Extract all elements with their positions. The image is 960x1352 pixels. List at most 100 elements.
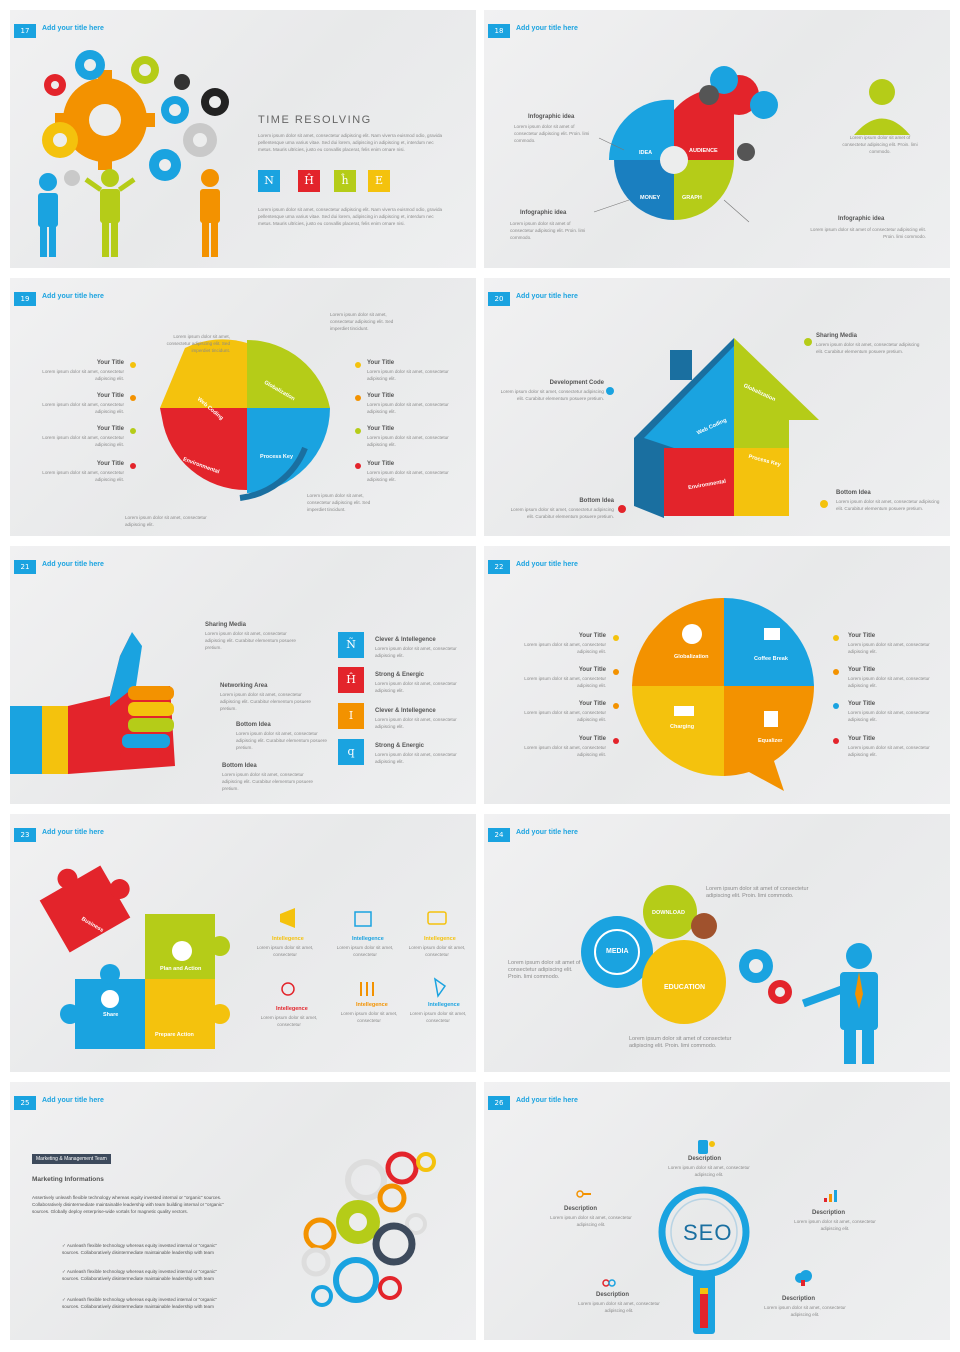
label: Sharing Media xyxy=(205,622,247,628)
text-block: Lorem ipsum dolor sit amet of consectetu… xyxy=(706,886,809,899)
slide-20[interactable]: 20 Add your title here Globalization Web… xyxy=(484,278,950,536)
phone-icon xyxy=(698,1140,715,1154)
your-title: Your Title xyxy=(96,426,124,432)
slide-title: Add your title here xyxy=(42,293,104,300)
section-heading: Marketing Informations xyxy=(32,1176,104,1183)
tag-badge: Marketing & Management Team xyxy=(32,1154,111,1164)
slide-number: 21 xyxy=(14,560,36,574)
infographic-desc: Lorem ipsum dolor sit amet of consectetu… xyxy=(842,135,918,154)
shop-icon xyxy=(354,911,372,927)
icon-desc: Lorem ipsum dolor sit amet, consectetur xyxy=(336,945,394,957)
gear-label: DOWNLOAD xyxy=(652,910,685,916)
note: Lorem ipsum dolor sit amet, consectetur … xyxy=(330,312,394,331)
note: Lorem ipsum dolor sit amet, consectetur … xyxy=(307,493,371,512)
gears-illustration xyxy=(301,1151,436,1307)
check-icon: ✓ xyxy=(62,1297,67,1302)
slide-title: Add your title here xyxy=(516,293,578,300)
puzzle-pieces-illustration xyxy=(39,865,447,1049)
slide-17[interactable]: 17 Add your title here TIME RESOLVING Lo… xyxy=(10,10,476,268)
gear-label: AUDIENCE xyxy=(689,148,718,154)
your-title: Your Title xyxy=(367,393,395,399)
slide-25[interactable]: 25 Add your title here Marketing & Manag… xyxy=(10,1082,476,1340)
desc: Lorem ipsum dolor sit amet, consectetur … xyxy=(42,435,124,447)
slide-title: Add your title here xyxy=(42,829,104,836)
infographic-desc: Lorem ipsum dolor sit amet of consectetu… xyxy=(810,227,926,239)
your-title: Your Title xyxy=(96,360,124,366)
slide-title: Add your title here xyxy=(516,829,578,836)
label: Strong & Energic xyxy=(375,672,425,678)
gear-label: IDEA xyxy=(639,150,653,156)
your-title: Your Title xyxy=(578,701,606,707)
desc: Lorem ipsum dolor sit amet, consectetur … xyxy=(367,435,449,447)
note: Lorem ipsum dolor sit amet, consectetur … xyxy=(166,334,230,353)
paragraph: Lorem ipsum dolor sit amet, consectetur … xyxy=(258,133,443,152)
puzzle-label: Charging xyxy=(670,724,695,730)
person-icon xyxy=(854,79,910,135)
puzzle-circle xyxy=(130,339,361,501)
desc: Lorem ipsum dolor sit amet, consectetur … xyxy=(220,692,311,711)
your-title: Your Title xyxy=(96,393,124,399)
paragraph: Lorem ipsum dolor sit amet, consectetur … xyxy=(258,207,443,226)
slide-19[interactable]: 19 Add your title here Globalization Web… xyxy=(10,278,476,536)
puzzle-label: Coffee Break xyxy=(754,656,788,662)
gear-icon xyxy=(55,70,155,170)
slide-heading: TIME RESOLVING xyxy=(258,114,372,126)
desc-label: Description xyxy=(564,1206,598,1212)
equalizer-icon xyxy=(360,982,374,996)
bullet-item: ✓ Aunleash flexible technology whereas e… xyxy=(62,1243,217,1255)
your-title: Your Title xyxy=(96,461,124,467)
slide-22[interactable]: 22 Add your title here Globalization Cof… xyxy=(484,546,950,804)
icon-desc: Lorem ipsum dolor sit amet, consectetur xyxy=(256,945,314,957)
label: Sharing Media xyxy=(816,333,858,339)
desc-label: Description xyxy=(688,1156,722,1162)
slide-number: 26 xyxy=(488,1096,510,1110)
slide-number: 19 xyxy=(14,292,36,306)
slide-24[interactable]: 24 Add your title here DOWNLOAD MEDIA ED… xyxy=(484,814,950,1072)
desc: Lorem ipsum dolor sit amet, consectetur … xyxy=(816,342,920,354)
square-1: Ñ xyxy=(338,632,364,658)
desc: Lorem ipsum dolor sit amet, consectetur … xyxy=(367,369,449,381)
person-icon xyxy=(801,943,878,1064)
cloud-icon xyxy=(795,1270,812,1286)
infographic-label: Infographic idea xyxy=(528,114,575,120)
icon-label: Intellegence xyxy=(428,1002,460,1008)
icon-label: Intellegence xyxy=(276,1006,308,1012)
desc: Lorem ipsum dolor sit amet, consectetur … xyxy=(524,642,606,654)
slide-26[interactable]: 26 Add your title here SEO Description L… xyxy=(484,1082,950,1340)
desc: Lorem ipsum dolor sit amet, consectetur … xyxy=(836,499,940,511)
slide-21[interactable]: 21 Add your title here Sharing Media Lor… xyxy=(10,546,476,804)
label: Bottom Idea xyxy=(222,763,257,769)
slide-number: 20 xyxy=(488,292,510,306)
slide-number: 24 xyxy=(488,828,510,842)
your-title: Your Title xyxy=(578,667,606,673)
gear-label: MEDIA xyxy=(606,948,629,955)
paragraph: Assertively unleash flexible technology … xyxy=(32,1195,224,1214)
icon-label: Intellegence xyxy=(272,936,304,942)
desc: Lorem ipsum dolor sit amet, consectetur … xyxy=(375,681,457,693)
desc: Lorem ipsum dolor sit amet, consectetur … xyxy=(42,369,124,381)
person-orange-icon xyxy=(200,169,220,257)
label: Clever & Intellegence xyxy=(375,637,436,643)
seo-magnifier-illustration xyxy=(576,1140,837,1334)
square-4: E xyxy=(368,170,390,192)
puzzle-label: Globalization xyxy=(674,654,709,660)
your-title: Your Title xyxy=(367,461,395,467)
label: Bottom Idea xyxy=(236,722,271,728)
slide-title: Add your title here xyxy=(516,561,578,568)
slide-18[interactable]: 18 Add your title here IDEA AUDIENCE MON… xyxy=(484,10,950,268)
desc-text: Lorem ipsum dolor sit amet, consectetur … xyxy=(550,1215,632,1227)
icon-label: Intellegence xyxy=(352,936,384,942)
slide-23[interactable]: 23 Add your title here Business Plan and… xyxy=(10,814,476,1072)
text-block: Lorem ipsum dolor sit amet of consectetu… xyxy=(508,960,581,980)
square-3: ĥ xyxy=(334,170,356,192)
desc: Lorem ipsum dolor sit amet, consectetur … xyxy=(848,642,930,654)
slide-title: Add your title here xyxy=(42,1097,104,1104)
desc: Lorem ipsum dolor sit amet, consectetur … xyxy=(222,772,313,791)
thumbs-up-illustration xyxy=(10,632,175,774)
your-title: Your Title xyxy=(367,360,395,366)
slide-title: Add your title here xyxy=(516,25,578,32)
slide-title: Add your title here xyxy=(42,25,104,32)
desc-text: Lorem ipsum dolor sit amet, consectetur … xyxy=(578,1301,660,1313)
lamp-icon xyxy=(433,977,447,998)
megaphone-icon xyxy=(280,908,295,928)
